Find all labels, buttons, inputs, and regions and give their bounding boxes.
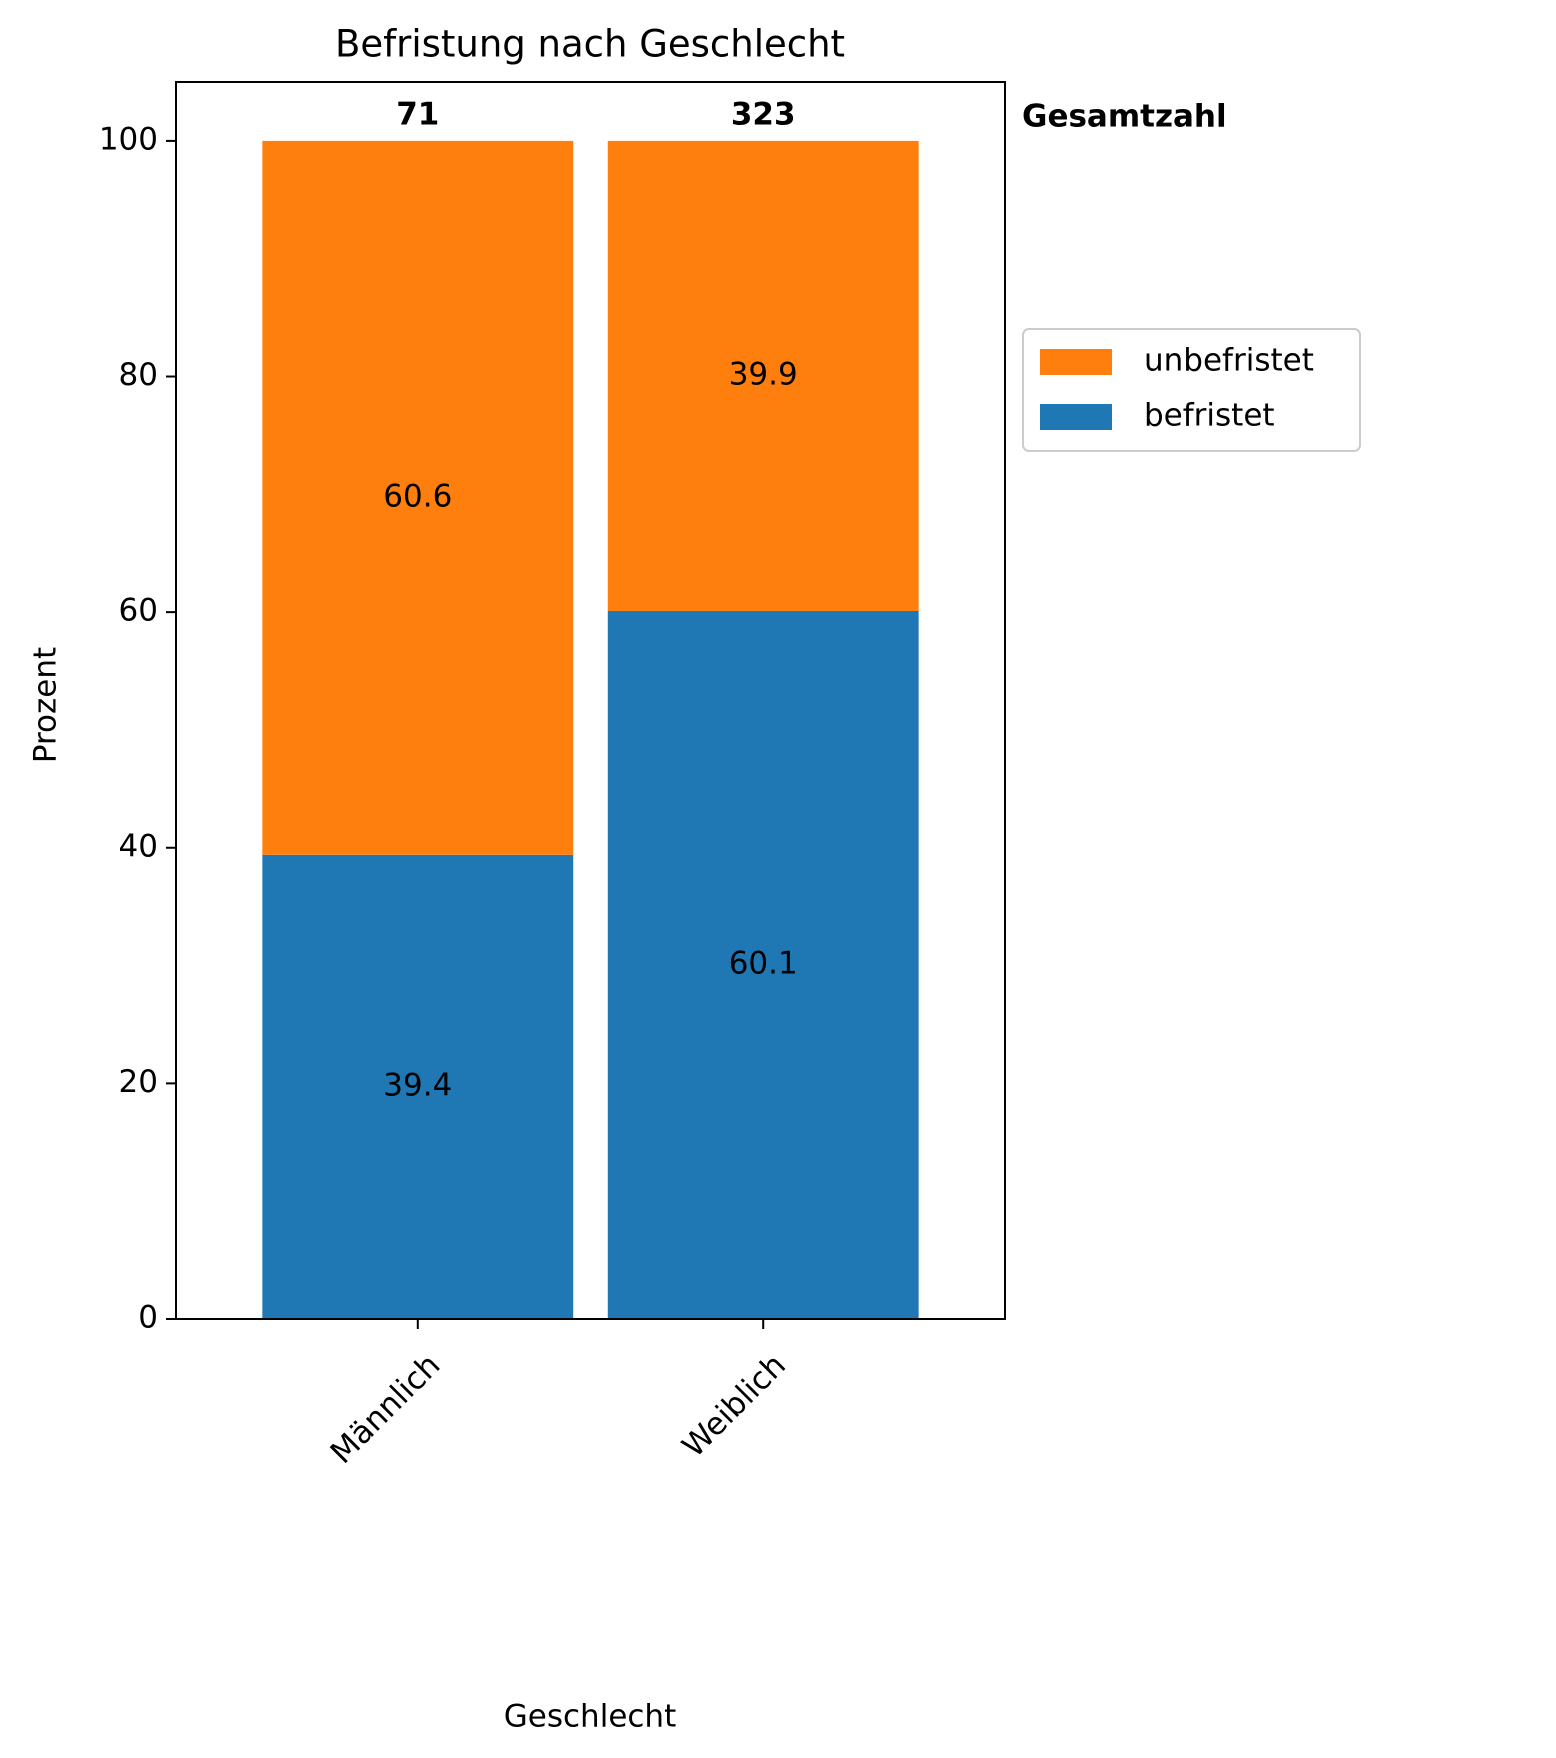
x-tick-label: Männlich <box>324 1347 448 1471</box>
total-label: 323 <box>731 96 796 132</box>
plot-frame <box>175 81 1006 1320</box>
bar-segment <box>607 140 919 611</box>
y-tick-label: 100 <box>99 121 158 157</box>
x-tick-label: Weiblich <box>675 1347 792 1464</box>
axes <box>166 81 1006 1329</box>
value-label: 39.4 <box>383 1067 452 1103</box>
y-tick-label: 40 <box>119 828 158 864</box>
bar-segment <box>607 610 919 1319</box>
totals-heading: Gesamtzahl <box>1022 99 1227 135</box>
legend-label: befristet <box>1144 398 1275 434</box>
legend-swatch <box>1040 404 1112 430</box>
y-tick-label: 80 <box>119 357 158 393</box>
bar-segment <box>262 854 574 1319</box>
value-label: 39.9 <box>729 356 798 392</box>
legend-label: unbefristet <box>1144 343 1314 379</box>
bar-segment <box>262 140 574 855</box>
legend-swatch <box>1040 349 1112 375</box>
y-tick-label: 20 <box>119 1064 158 1100</box>
value-label: 60.6 <box>383 478 452 514</box>
y-tick-label: 60 <box>119 593 158 629</box>
total-label: 71 <box>396 96 439 132</box>
y-axis-label: Prozent <box>28 647 64 763</box>
x-axis-label: Geschlecht <box>504 1699 676 1735</box>
chart-title: Befristung nach Geschlecht <box>335 23 845 66</box>
value-label: 60.1 <box>729 945 798 981</box>
y-tick-label: 0 <box>138 1300 158 1336</box>
